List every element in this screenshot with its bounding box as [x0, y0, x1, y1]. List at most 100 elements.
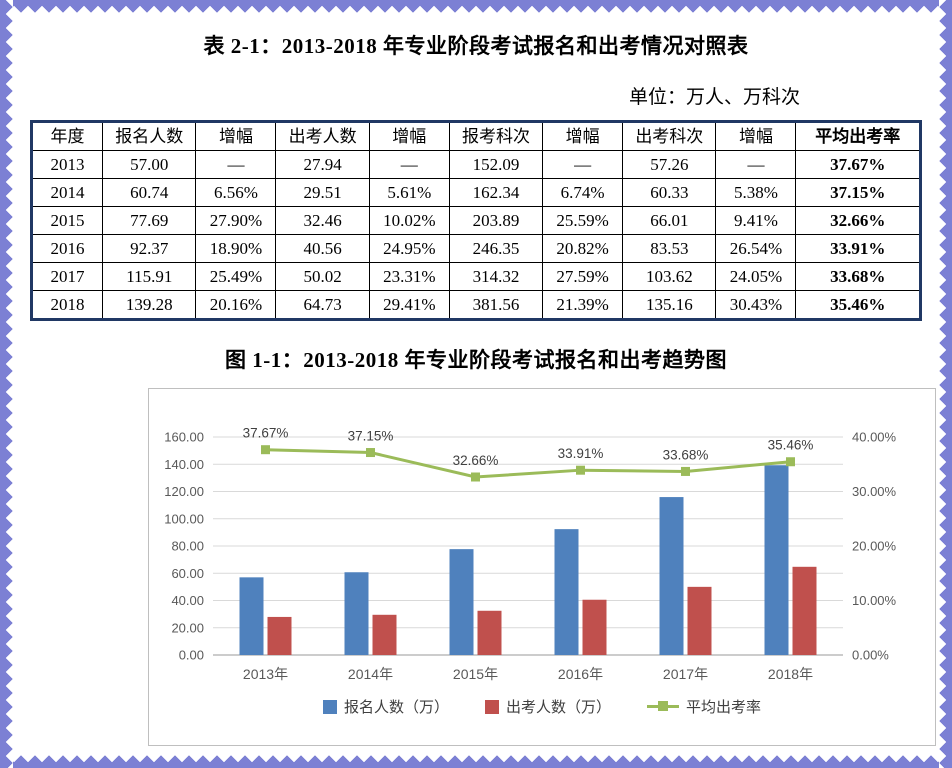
- table-cell: 6.56%: [195, 178, 277, 207]
- table-cell: 115.91: [102, 262, 197, 291]
- table-cell: 35.46%: [795, 290, 921, 320]
- table-cell: 2014: [30, 178, 104, 207]
- table-cell: 5.38%: [715, 178, 797, 207]
- y-axis-label-right: 10.00%: [852, 593, 897, 608]
- table-cell: 23.31%: [368, 262, 450, 291]
- y-axis-label-right: 40.00%: [852, 430, 897, 445]
- table-header-cell: 平均出考率: [795, 121, 921, 151]
- table-cell: 10.02%: [368, 206, 450, 235]
- unit-note: 单位：万人、万科次: [628, 87, 800, 108]
- line-marker: [786, 457, 795, 467]
- legend-label: 出考人数（万）: [505, 699, 611, 716]
- bar: [554, 529, 579, 655]
- point-label: 33.91%: [558, 446, 604, 461]
- line-marker: [366, 448, 375, 458]
- table-cell: 103.62: [622, 262, 717, 291]
- table-cell: 50.02: [275, 262, 370, 291]
- trend-line: [265, 448, 791, 479]
- x-axis-label: 2013年: [243, 666, 288, 682]
- table-header-cell: 出考科次: [622, 121, 717, 151]
- table-cell: 29.41%: [368, 290, 450, 320]
- stamp-border-bottom: [0, 755, 952, 768]
- table-cell: 33.91%: [795, 234, 921, 263]
- table-cell: 162.34: [448, 178, 544, 207]
- bar: [449, 549, 474, 655]
- stamp-border-left: [0, 0, 13, 768]
- x-axis-label: 2018年: [768, 666, 813, 682]
- chart-frame: 0.00 20.00 40.00 60.00 80.00 100.00 120.00 140.…: [148, 388, 936, 746]
- table-cell: 5.61%: [368, 178, 450, 207]
- table-cell: 30.43%: [715, 290, 797, 320]
- table-header-cell: 增幅: [542, 121, 624, 151]
- table-cell: 83.53: [622, 234, 717, 263]
- table-header-cell: 出考人数: [275, 121, 370, 151]
- chart-legend: 报名人数（万） 出考人数（万） 平均出考率: [149, 696, 935, 717]
- x-axis-label: 2016年: [558, 666, 603, 682]
- table-cell: 2016: [30, 234, 104, 263]
- table-header-cell: 年度: [30, 121, 104, 151]
- x-axis-label: 2017年: [663, 666, 708, 682]
- table-cell: 203.89: [448, 206, 544, 235]
- line-series: 37.67% 37.15% 32.66% 33.91% 33.68% 35.46%: [243, 426, 814, 482]
- point-label: 35.46%: [768, 438, 814, 453]
- table-header-cell: 报考科次: [448, 121, 544, 151]
- table-header-cell: 报名人数: [102, 121, 197, 151]
- x-axis-label: 2015年: [453, 666, 498, 682]
- y-axis-label-left: 20.00: [171, 620, 204, 635]
- legend-label: 报名人数（万）: [343, 699, 449, 716]
- table-cell: 24.05%: [715, 262, 797, 291]
- legend-item-1: 出考人数（万）: [484, 696, 611, 717]
- table-cell: 20.16%: [195, 290, 277, 320]
- y-axis-label-right: 20.00%: [852, 539, 897, 554]
- figure-title: 图 1-1：2013-2018 年专业阶段考试报名和出考趋势图: [225, 348, 727, 372]
- legend-label: 平均出考率: [686, 699, 762, 716]
- table-cell: —: [368, 150, 450, 179]
- bar: [477, 610, 502, 655]
- table-cell: 27.90%: [195, 206, 277, 235]
- legend-item-2: 平均出考率: [647, 696, 761, 717]
- y-axis-label-left: 120.00: [164, 484, 204, 499]
- stamp-border-top: [0, 0, 952, 13]
- y-axis-label-left: 60.00: [171, 566, 204, 581]
- y-axis-label-left: 40.00: [171, 593, 204, 608]
- y-axis-label-left: 100.00: [164, 511, 204, 526]
- table-cell: 66.01: [622, 206, 717, 235]
- bar-series-0: [239, 465, 789, 655]
- table-row: 2017 115.91 25.49% 50.02 23.31% 314.32 27.59% 1…: [30, 262, 921, 291]
- table-cell: —: [715, 150, 797, 179]
- table-cell: 152.09: [448, 150, 544, 179]
- bar: [239, 577, 264, 655]
- line-marker: [576, 465, 585, 475]
- table-row: 2018 139.28 20.16% 64.73 29.41% 381.56 21.39% 1…: [30, 290, 921, 320]
- table-cell: 27.59%: [542, 262, 624, 291]
- table-cell: 2017: [30, 262, 104, 291]
- legend-marker: [658, 701, 668, 711]
- stamp-border-right: [939, 0, 952, 768]
- point-label: 37.67%: [243, 426, 289, 441]
- table-cell: 60.74: [102, 178, 197, 207]
- line-marker: [681, 466, 690, 476]
- trend-chart-svg: 0.00 20.00 40.00 60.00 80.00 100.00 120.00 140.…: [164, 426, 897, 682]
- y-axis-label-left: 160.00: [164, 430, 204, 445]
- y-axis-label-left: 80.00: [171, 539, 204, 554]
- table-header-cell: 增幅: [368, 121, 450, 151]
- legend-line-swatch: [647, 701, 679, 711]
- table-cell: 27.94: [275, 150, 370, 179]
- bar: [267, 616, 292, 655]
- table-cell: 37.67%: [795, 150, 921, 179]
- bar: [582, 599, 607, 655]
- bar: [372, 614, 397, 655]
- table-header-cell: 增幅: [715, 121, 797, 151]
- x-axis-labels: 2013年 2014年 2015年 2016年 2017年 2018年: [243, 666, 813, 682]
- table-cell: 2018: [30, 290, 104, 320]
- bar-series-1: [267, 566, 817, 655]
- data-table-body: 2013 57.00—27.94—152.09—57.26—37.67% 2014 6…: [30, 150, 921, 320]
- table-cell: 381.56: [448, 290, 544, 320]
- point-label: 33.68%: [663, 447, 709, 462]
- table-cell: 26.54%: [715, 234, 797, 263]
- table-cell: 135.16: [622, 290, 717, 320]
- table-cell: 60.33: [622, 178, 717, 207]
- table-cell: 18.90%: [195, 234, 277, 263]
- y-axis-label-left: 140.00: [164, 457, 204, 472]
